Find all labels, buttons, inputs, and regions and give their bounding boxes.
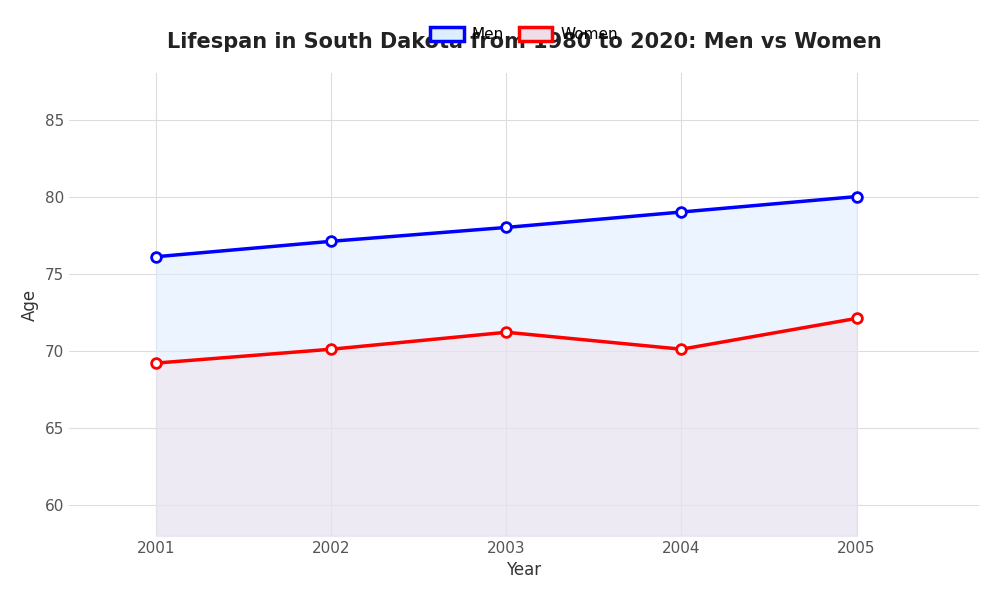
- Legend: Men, Women: Men, Women: [424, 21, 624, 48]
- Y-axis label: Age: Age: [21, 289, 39, 320]
- Title: Lifespan in South Dakota from 1980 to 2020: Men vs Women: Lifespan in South Dakota from 1980 to 20…: [167, 32, 881, 52]
- X-axis label: Year: Year: [506, 561, 541, 579]
